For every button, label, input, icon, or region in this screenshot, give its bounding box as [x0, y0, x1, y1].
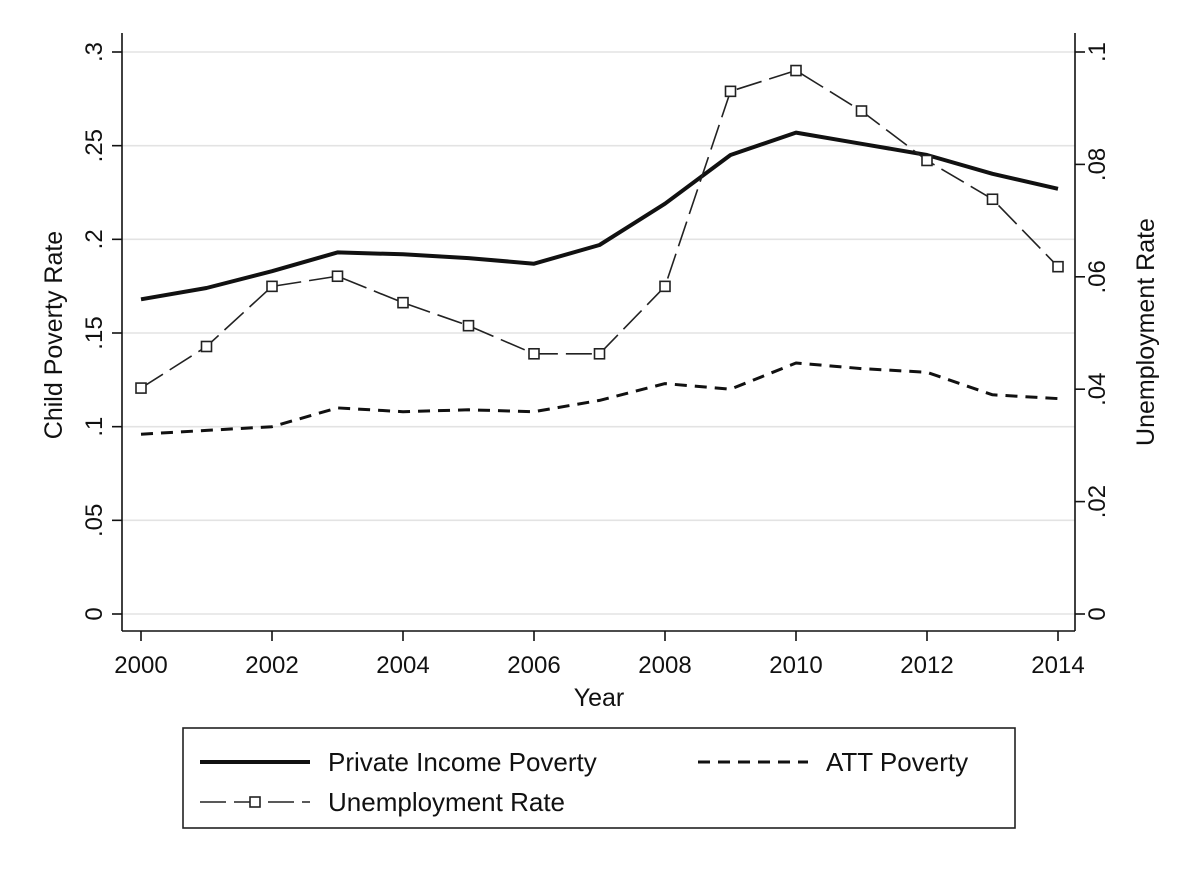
- y-right-tick-label-0: 0: [1084, 607, 1111, 620]
- gridlines: [122, 51, 1075, 615]
- legend-box: [182, 727, 1016, 829]
- legend-label-unemployment-rate: Unemployment Rate: [328, 787, 565, 817]
- series-point-unemployment-rate-7: [593, 347, 606, 360]
- x-tick-label-2: 2004: [376, 652, 429, 679]
- x-axis-title: Year: [574, 684, 625, 712]
- y-right-tick-label-4: .08: [1084, 148, 1111, 181]
- series-point-unemployment-rate-3: [331, 270, 344, 283]
- series-point-unemployment-rate-13: [986, 193, 999, 206]
- x-tick-label-0: 2000: [114, 652, 167, 679]
- series-point-unemployment-rate-5: [462, 319, 475, 332]
- x-tick-label-7: 2014: [1031, 652, 1084, 679]
- legend: Private Income Poverty ATT Poverty Unemp…: [182, 727, 1016, 829]
- x-tick-label-5: 2010: [769, 652, 822, 679]
- series-point-unemployment-rate-0: [135, 382, 147, 394]
- y-axis-left-ticks: 0 .05 .1 .15 .2 .25 .3: [81, 42, 122, 621]
- y-axis-left-title: Child Poverty Rate: [40, 231, 68, 439]
- x-tick-label-1: 2002: [245, 652, 298, 679]
- y-left-tick-label-5: .25: [81, 129, 108, 162]
- legend-label-att-poverty: ATT Poverty: [826, 747, 968, 777]
- series-point-unemployment-rate-8: [659, 280, 671, 293]
- series-point-unemployment-rate-11: [855, 105, 868, 117]
- x-tick-label-4: 2008: [638, 652, 691, 679]
- y-left-tick-label-3: .15: [81, 316, 108, 349]
- series-point-unemployment-rate-4: [397, 296, 409, 309]
- series-line-unemployment-rate: [140, 69, 1059, 389]
- series-point-unemployment-rate-14: [1052, 260, 1064, 273]
- y-left-tick-label-6: .3: [81, 42, 108, 62]
- series-point-unemployment-rate-6: [528, 347, 540, 360]
- x-axis-ticks: 2000 2002 2004 2006 2008 2010 2012 2014: [114, 631, 1085, 679]
- series-point-unemployment-rate-1: [200, 340, 213, 353]
- y-right-tick-label-1: .02: [1084, 485, 1111, 518]
- y-axis-right-ticks: 0 .02 .04 .06 .08 .1: [1075, 42, 1111, 621]
- x-tick-label-3: 2006: [507, 652, 560, 679]
- y-left-tick-label-1: .05: [81, 504, 108, 537]
- y-right-tick-label-2: .04: [1084, 373, 1111, 406]
- y-right-tick-label-3: .06: [1084, 260, 1111, 293]
- legend-marker-unemployment-rate: [249, 796, 261, 808]
- y-left-tick-label-2: .1: [81, 417, 108, 437]
- x-tick-label-6: 2012: [900, 652, 953, 679]
- series-point-unemployment-rate-12: [921, 154, 933, 167]
- legend-label-private-income-poverty: Private Income Poverty: [328, 747, 597, 777]
- series-line-att-poverty: [140, 361, 1059, 436]
- series-line-private-income-poverty: [140, 130, 1059, 302]
- y-left-tick-label-0: 0: [81, 607, 108, 620]
- series-layer: [135, 64, 1064, 436]
- series-point-unemployment-rate-9: [724, 85, 737, 98]
- series-point-unemployment-rate-10: [790, 64, 802, 77]
- y-right-tick-label-5: .1: [1084, 42, 1111, 62]
- y-left-tick-label-4: .2: [81, 229, 108, 249]
- y-axis-right-title: Unemployment Rate: [1132, 218, 1160, 446]
- series-point-unemployment-rate-2: [266, 280, 278, 293]
